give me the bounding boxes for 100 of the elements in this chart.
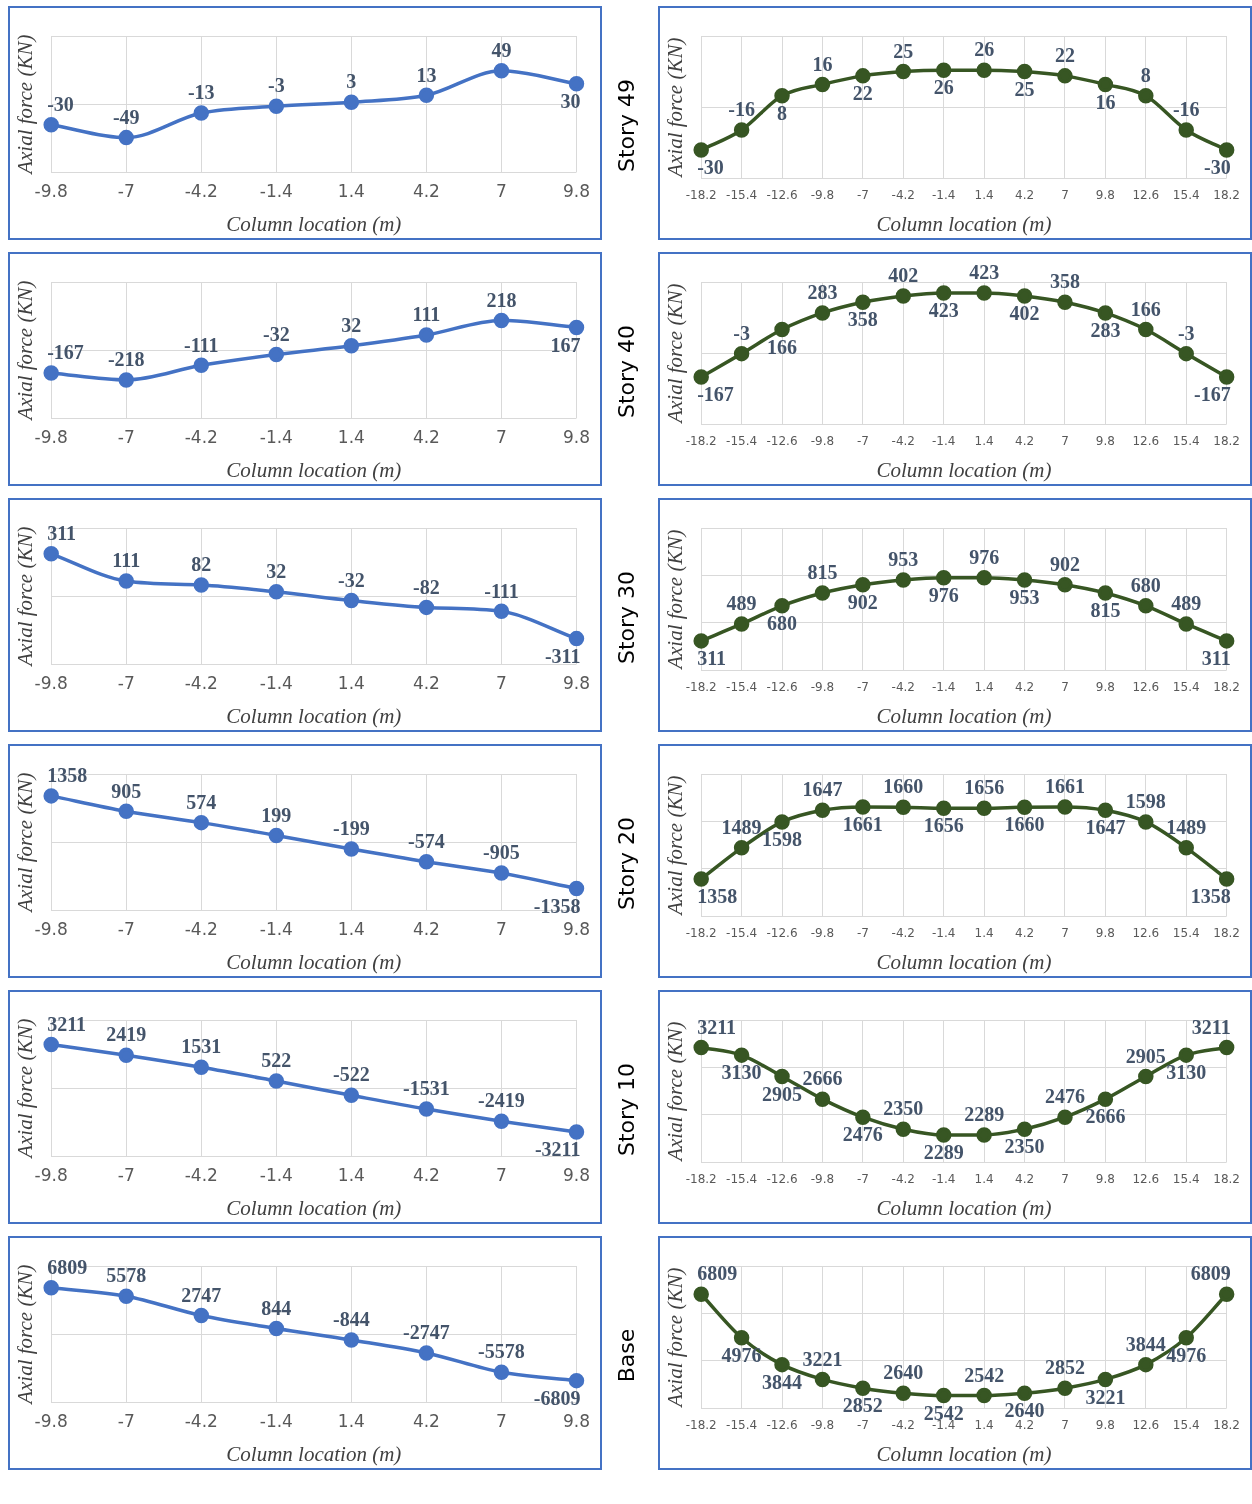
y-axis-title: Axial force (KN) (13, 1018, 38, 1160)
x-tick-label: -15.4 (726, 925, 758, 940)
data-label: 167 (550, 333, 581, 356)
x-tick-label: 12.6 (1132, 433, 1160, 448)
x-tick-label: 18.2 (1213, 1417, 1240, 1432)
point (268, 98, 285, 114)
point (976, 570, 992, 586)
point (1218, 1286, 1235, 1303)
point (493, 312, 510, 329)
data-label: 3130 (721, 1061, 762, 1084)
data-label: 1647 (1085, 816, 1126, 839)
x-tick-label: -4.2 (891, 679, 915, 694)
data-label: 815 (807, 561, 838, 584)
y-axis-title: Axial force (KN) (13, 34, 38, 176)
data-label: 3844 (1125, 1332, 1166, 1355)
point (1057, 294, 1073, 310)
point (118, 1047, 134, 1063)
data-label: 4976 (1166, 1343, 1207, 1366)
point (1016, 1121, 1033, 1137)
x-tick-label: 7 (1061, 1171, 1069, 1186)
x-tick-label: -9.8 (34, 919, 68, 940)
x-axis-title: Column location (m) (226, 949, 402, 974)
point (343, 1087, 360, 1104)
data-label: 1598 (762, 828, 803, 851)
point (568, 880, 585, 897)
x-tick-label: -18.2 (685, 187, 717, 202)
data-label: 2350 (1004, 1135, 1045, 1158)
data-label: 1661 (842, 813, 883, 836)
point (814, 802, 831, 819)
point (693, 142, 709, 158)
x-tick-label: 1.4 (337, 427, 365, 448)
point (1016, 572, 1033, 588)
point (774, 1356, 790, 1373)
point (193, 814, 210, 831)
data-label: -2747 (403, 1321, 450, 1344)
point (118, 129, 134, 146)
data-label: 358 (1049, 270, 1080, 293)
data-label: 2350 (883, 1097, 924, 1120)
data-label: 423 (969, 261, 1000, 284)
x-tick-label: -7 (856, 925, 869, 940)
x-tick-label: 15.4 (1172, 679, 1200, 694)
x-tick-label: -9.8 (34, 427, 68, 448)
point (976, 800, 992, 816)
x-tick-label: 7 (1061, 925, 1069, 940)
point (814, 585, 831, 601)
data-label: 574 (186, 790, 217, 813)
point (43, 546, 59, 562)
data-label: -30 (697, 156, 724, 179)
point (43, 116, 59, 133)
data-label: -844 (333, 1308, 370, 1331)
point (895, 288, 912, 304)
x-tick-label: -18.2 (685, 1417, 717, 1432)
point (418, 1101, 435, 1117)
x-tick-label: -7 (117, 1411, 135, 1432)
point (568, 1372, 585, 1389)
data-label: 905 (111, 779, 142, 802)
x-tick-label: 18.2 (1213, 679, 1240, 694)
point (1097, 1091, 1114, 1107)
x-tick-label: 15.4 (1172, 1171, 1200, 1186)
x-tick-label: -9.8 (810, 925, 835, 940)
point (1097, 585, 1114, 601)
x-tick-label: 1.4 (974, 187, 994, 202)
point (493, 63, 510, 79)
data-label: -111 (184, 333, 219, 356)
x-tick-label: 4.2 (1015, 1417, 1035, 1432)
point (693, 633, 709, 649)
point (855, 1380, 871, 1396)
x-tick-label: 9.8 (1095, 1417, 1115, 1432)
x-tick-label: 4.2 (412, 919, 440, 940)
x-tick-label: 15.4 (1172, 187, 1200, 202)
point (193, 1059, 210, 1076)
data-label: 8 (777, 101, 788, 124)
x-tick-label: 7 (1061, 433, 1069, 448)
x-tick-label: 4.2 (412, 673, 440, 694)
data-label: 16 (1095, 90, 1116, 113)
x-tick-label: 18.2 (1213, 187, 1240, 202)
x-axis-title: Column location (m) (226, 457, 402, 482)
point (43, 365, 59, 381)
point (1218, 142, 1235, 158)
data-label: 6809 (697, 1262, 738, 1285)
data-label: 199 (261, 803, 292, 826)
data-label: 423 (928, 299, 959, 322)
point (814, 1091, 831, 1107)
x-tick-label: 12.6 (1132, 679, 1160, 694)
data-label: 111 (112, 549, 141, 572)
point (568, 1124, 585, 1140)
data-label: 13 (416, 63, 437, 86)
x-tick-label: 1.4 (974, 679, 994, 694)
data-label: 2905 (1125, 1044, 1166, 1067)
point (1097, 802, 1114, 819)
point (1097, 76, 1114, 93)
data-label: 26 (933, 76, 954, 99)
data-label: 3211 (47, 1012, 87, 1035)
x-tick-label: 15.4 (1172, 925, 1200, 940)
x-tick-label: 9.8 (562, 673, 591, 694)
point (1218, 369, 1235, 385)
point (895, 572, 912, 588)
x-tick-label: -9.8 (34, 1165, 68, 1186)
x-tick-label: 1.4 (974, 1417, 994, 1432)
data-label: 5578 (106, 1264, 147, 1287)
